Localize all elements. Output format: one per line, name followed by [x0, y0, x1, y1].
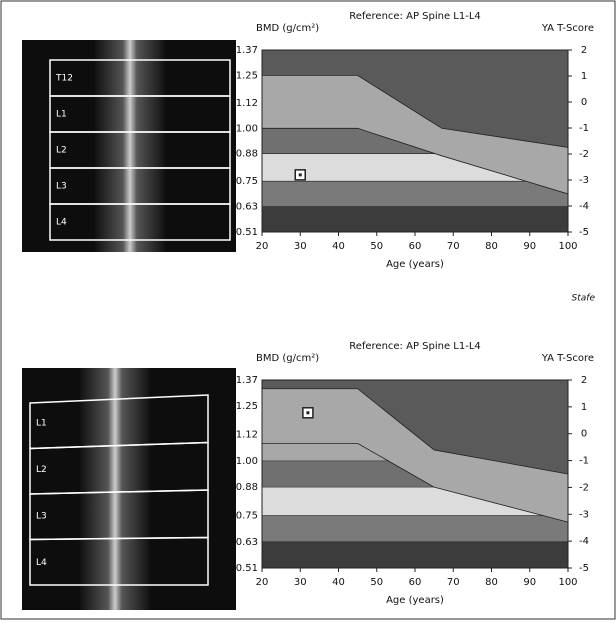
- x-tick-label: 30: [294, 241, 307, 252]
- chart-title: Reference: AP Spine L1-L4: [349, 341, 481, 352]
- vertebra-label: L4: [56, 218, 67, 228]
- y2-tick-label: 2: [581, 375, 587, 386]
- y-tick-label: 1.00: [236, 456, 258, 467]
- y2-tick-label: -2: [579, 149, 589, 160]
- zone: [262, 542, 568, 568]
- chart-title: Reference: AP Spine L1-L4: [349, 11, 481, 22]
- y-tick-label: 0.75: [236, 511, 258, 522]
- x-tick-label: 80: [485, 577, 498, 588]
- zone: [262, 181, 568, 206]
- vertebra-label: L1: [56, 110, 67, 120]
- y-tick-label: 1.25: [236, 70, 258, 81]
- patient-marker-dot: [299, 173, 302, 176]
- y2-tick-label: 1: [581, 402, 587, 413]
- y2-tick-label: -4: [579, 201, 589, 212]
- y-tick-label: 1.12: [236, 430, 258, 441]
- x-tick-label: 40: [332, 241, 345, 252]
- patient-marker-dot: [306, 411, 309, 414]
- vertebra-label: T12: [55, 74, 73, 84]
- y2-tick-label: -3: [579, 509, 589, 520]
- x-tick-label: 50: [370, 241, 383, 252]
- y-tick-label: 0.88: [236, 482, 258, 493]
- x-tick-label: 100: [558, 241, 577, 252]
- x-tick-label: 70: [447, 241, 460, 252]
- vertebra-label: L1: [36, 418, 47, 428]
- vertebra-label: L2: [36, 465, 47, 475]
- x-tick-label: 30: [294, 577, 307, 588]
- note: Stafe: [572, 294, 596, 304]
- vertebra-label: L3: [56, 182, 67, 192]
- y2-tick-label: 1: [581, 71, 587, 82]
- y2-tick-label: -3: [579, 175, 589, 186]
- x-tick-label: 80: [485, 241, 498, 252]
- x-tick-label: 20: [256, 241, 269, 252]
- y-axis-label: BMD (g/cm²): [256, 23, 319, 34]
- x-tick-label: 60: [409, 577, 422, 588]
- y-tick-label: 0.51: [236, 563, 258, 574]
- y-tick-label: 0.63: [236, 202, 258, 213]
- figure: Stafe T12 L1 L2 L3 L4 L1 L2 L3 L4 Reference: AP S…: [0, 0, 616, 620]
- y2-tick-label: 2: [581, 45, 587, 56]
- y-axis-label: BMD (g/cm²): [256, 353, 319, 364]
- x-tick-label: 90: [523, 577, 536, 588]
- y2-tick-label: -2: [579, 482, 589, 493]
- y2-tick-label: -4: [579, 536, 589, 547]
- x-tick-label: 90: [523, 241, 536, 252]
- zone: [262, 516, 568, 542]
- y-tick-label: 1.12: [236, 98, 258, 109]
- y2-tick-label: -1: [579, 123, 589, 134]
- y-tick-label: 0.51: [236, 227, 258, 238]
- y2-tick-label: 0: [581, 429, 587, 440]
- y2-tick-label: -1: [579, 456, 589, 467]
- y-tick-label: 1.25: [236, 401, 258, 412]
- x-tick-label: 70: [447, 577, 460, 588]
- y2-axis-label: YA T-Score: [541, 353, 594, 364]
- y-tick-label: 0.88: [236, 149, 258, 160]
- y-tick-label: 0.63: [236, 537, 258, 548]
- spine: [80, 368, 150, 610]
- y2-tick-label: -5: [579, 563, 589, 574]
- x-tick-label: 40: [332, 577, 345, 588]
- vertebra-label: L4: [36, 558, 47, 568]
- y2-tick-label: 0: [581, 97, 587, 108]
- vertebra-label: L2: [56, 146, 67, 156]
- vertebra-label: L3: [36, 511, 47, 521]
- x-tick-label: 60: [409, 241, 422, 252]
- x-tick-label: 20: [256, 577, 269, 588]
- y-tick-label: 1.37: [236, 45, 258, 56]
- x-tick-label: 50: [370, 577, 383, 588]
- y2-axis-label: YA T-Score: [541, 23, 594, 34]
- x-axis-label: Age (years): [386, 595, 444, 606]
- y-tick-label: 1.00: [236, 123, 258, 134]
- y-tick-label: 0.75: [236, 176, 258, 187]
- y2-tick-label: -5: [579, 227, 589, 238]
- x-axis-label: Age (years): [386, 259, 444, 270]
- x-tick-label: 100: [558, 577, 577, 588]
- zone: [262, 207, 568, 232]
- y-tick-label: 1.37: [236, 375, 258, 386]
- spine: [95, 40, 165, 252]
